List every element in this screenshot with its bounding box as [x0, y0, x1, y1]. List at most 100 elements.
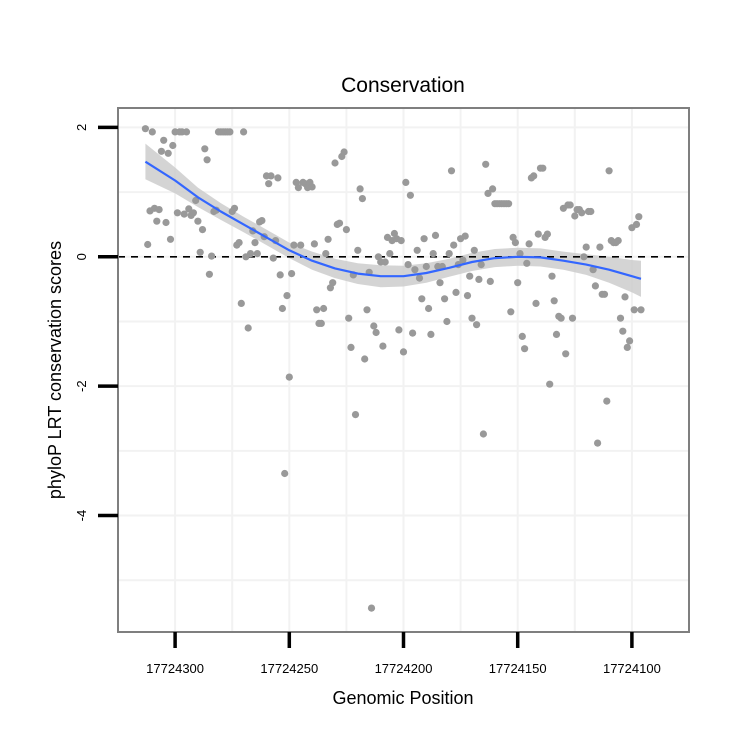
data-point — [482, 160, 490, 168]
x-tick-label: 17724300 — [146, 661, 204, 676]
data-point — [329, 279, 337, 287]
data-point — [404, 261, 412, 269]
data-point — [230, 204, 239, 212]
data-point — [452, 288, 460, 296]
data-point — [568, 314, 577, 322]
data-point — [153, 217, 161, 225]
data-point — [468, 314, 476, 322]
data-point — [450, 241, 458, 249]
data-point — [345, 314, 353, 322]
data-point — [267, 172, 275, 180]
x-tick-label: 17724200 — [375, 661, 433, 676]
data-point — [342, 226, 350, 234]
data-point — [409, 329, 417, 337]
data-point — [370, 322, 378, 330]
data-point — [173, 209, 181, 217]
data-point — [157, 147, 165, 155]
data-point — [591, 282, 600, 290]
data-point — [205, 270, 213, 278]
data-point — [441, 295, 449, 303]
data-point — [619, 327, 627, 335]
data-point — [427, 330, 435, 338]
data-point — [477, 261, 485, 269]
data-point — [196, 248, 204, 256]
chart-title: Conservation — [341, 74, 465, 97]
data-point — [235, 239, 243, 247]
data-point — [507, 308, 515, 316]
data-point — [358, 195, 366, 203]
data-point — [411, 266, 419, 274]
confidence-ribbon-layer — [145, 143, 641, 297]
data-point — [614, 237, 622, 245]
data-point — [283, 292, 291, 300]
data-point — [463, 292, 472, 300]
data-point — [372, 328, 380, 337]
y-tick-label: -4 — [74, 510, 89, 522]
data-point — [144, 240, 152, 249]
data-point — [160, 136, 168, 144]
data-point — [164, 149, 172, 157]
data-point — [436, 279, 444, 287]
data-point — [552, 330, 561, 338]
data-point — [484, 189, 492, 197]
data-point — [521, 345, 529, 353]
data-points — [141, 125, 645, 612]
data-point — [322, 250, 330, 258]
data-point — [422, 262, 430, 271]
data-point — [320, 304, 328, 313]
data-point — [198, 226, 207, 234]
data-point — [443, 317, 451, 326]
data-point — [281, 469, 289, 478]
data-point — [240, 128, 248, 136]
data-point — [313, 306, 321, 314]
data-point — [418, 295, 426, 303]
data-point — [381, 258, 389, 266]
data-point — [514, 279, 522, 287]
data-point — [632, 220, 641, 228]
data-point — [361, 355, 369, 363]
data-point — [308, 183, 316, 191]
data-point — [251, 239, 259, 247]
data-point — [162, 218, 170, 227]
data-point — [274, 174, 282, 182]
x-tick-label: 17724150 — [489, 661, 547, 676]
data-point — [479, 430, 487, 438]
data-point — [276, 271, 284, 279]
confidence-ribbon — [145, 143, 641, 297]
data-point — [630, 306, 638, 314]
data-point — [351, 411, 360, 419]
data-point — [189, 209, 197, 217]
data-point — [244, 324, 252, 332]
data-point — [265, 180, 273, 188]
data-point — [600, 290, 609, 298]
data-point — [324, 235, 332, 243]
data-point — [397, 237, 405, 245]
data-point — [399, 348, 408, 356]
data-point — [475, 275, 483, 283]
data-point — [269, 254, 277, 262]
data-point — [415, 274, 424, 282]
data-point — [582, 243, 590, 251]
y-axis-title: phyloP LRT conservation scores — [45, 241, 65, 499]
data-point — [278, 304, 286, 313]
data-point — [297, 241, 305, 249]
x-tick-label: 17724100 — [603, 661, 661, 676]
data-point — [340, 148, 348, 156]
data-point — [605, 167, 613, 175]
data-point — [192, 196, 200, 205]
data-point — [616, 314, 625, 322]
y-tick-label: 0 — [74, 253, 89, 260]
data-point — [203, 156, 211, 164]
data-point — [148, 128, 156, 136]
x-axis-title: Genomic Position — [332, 688, 473, 708]
y-axis: 2 0 -2 -4 — [74, 124, 118, 522]
data-point — [550, 297, 558, 305]
data-point — [285, 373, 293, 381]
data-point — [534, 230, 542, 238]
data-point — [429, 250, 437, 258]
data-point — [354, 246, 362, 254]
data-point — [589, 266, 597, 274]
data-point — [470, 246, 478, 254]
data-point — [294, 184, 302, 192]
